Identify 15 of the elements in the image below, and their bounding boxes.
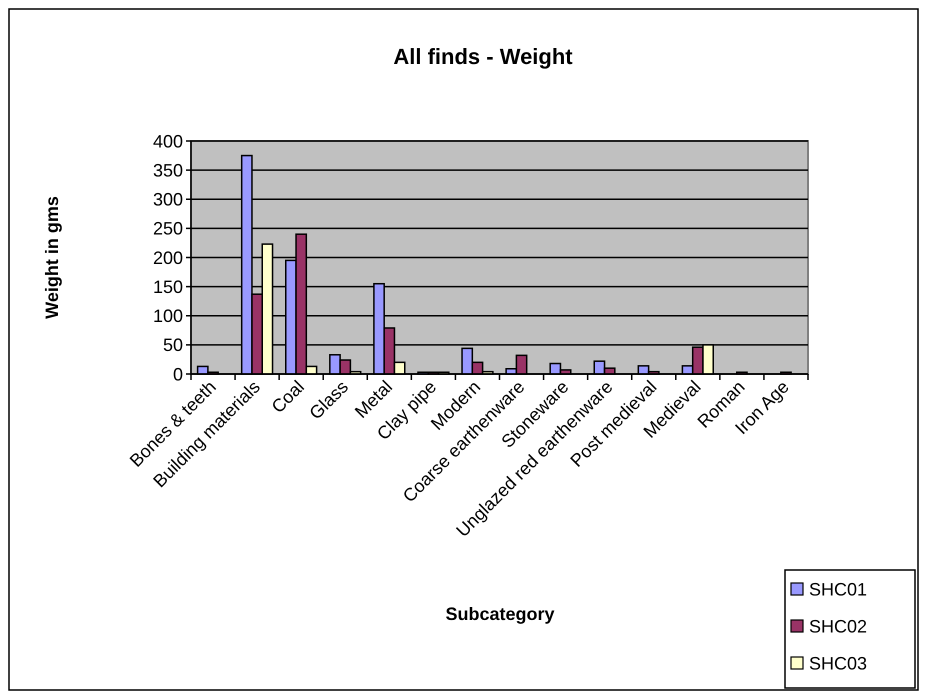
y-tick-label: 150 [152, 276, 183, 297]
y-tick-label: 50 [162, 335, 183, 356]
y-tick-label: 400 [152, 131, 183, 152]
y-tick-label: 100 [152, 306, 183, 326]
y-tick-label: 350 [152, 160, 183, 180]
y-tick-label: 300 [152, 190, 183, 210]
legend-label: SHC02 [809, 616, 868, 636]
y-tick-label: 200 [152, 248, 183, 268]
x-axis-title: Subcategory [445, 604, 555, 624]
chart-title: All finds - Weight [393, 44, 574, 69]
y-axis-title: Weight in gms [42, 196, 62, 319]
legend-label: SHC03 [809, 653, 868, 674]
y-tick-label: 0 [172, 364, 183, 384]
y-tick-label: 250 [152, 218, 183, 239]
legend-label: SHC01 [809, 579, 868, 600]
